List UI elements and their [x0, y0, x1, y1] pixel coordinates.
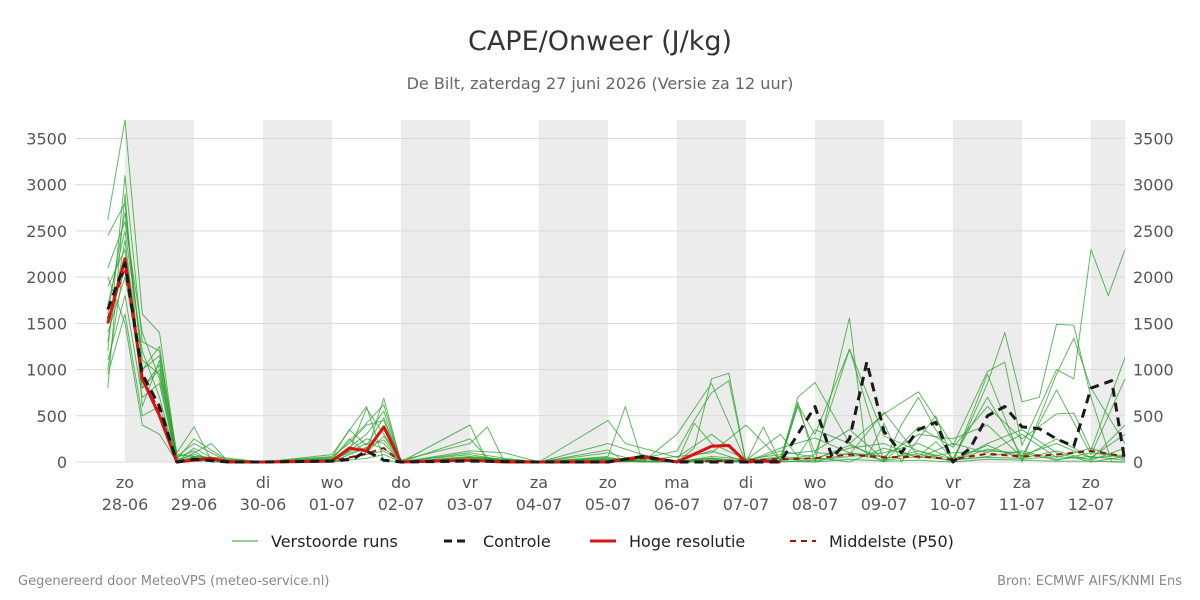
weekend-band-6 — [539, 120, 608, 462]
y-tick-left-3500: 3500 — [26, 129, 67, 148]
x-tick-day-1: ma — [181, 473, 206, 492]
x-tick-day-6: za — [530, 473, 548, 492]
x-tick-day-7: zo — [599, 473, 617, 492]
y-tick-right-500: 500 — [1133, 407, 1164, 426]
x-tick-date-5: 03-07 — [447, 495, 494, 514]
y-tick-right-1500: 1500 — [1133, 314, 1174, 333]
y-tick-right-3000: 3000 — [1133, 176, 1174, 195]
x-tick-date-14: 12-07 — [1068, 495, 1115, 514]
y-tick-right-2500: 2500 — [1133, 222, 1174, 241]
x-tick-date-6: 04-07 — [516, 495, 563, 514]
footer-left: Gegenereerd door MeteoVPS (meteo-service… — [18, 574, 329, 589]
member-line-4 — [107, 221, 1126, 463]
x-tick-date-12: 10-07 — [930, 495, 977, 514]
x-ticks: zo 28-06 ma 29-06 di 30-06 wo 01-07 do 02-07 vr 03-… — [102, 473, 1115, 514]
y-tick-left-0: 0 — [57, 453, 67, 472]
x-tick-day-12: vr — [945, 473, 961, 492]
x-tick-date-10: 08-07 — [792, 495, 839, 514]
y-tick-right-3500: 3500 — [1133, 129, 1174, 148]
y-tick-left-3000: 3000 — [26, 176, 67, 195]
x-tick-day-13: za — [1013, 473, 1031, 492]
x-tick-date-2: 30-06 — [240, 495, 287, 514]
x-tick-date-3: 01-07 — [309, 495, 356, 514]
x-tick-date-1: 29-06 — [171, 495, 218, 514]
x-tick-day-2: di — [256, 473, 271, 492]
y-tick-left-500: 500 — [36, 407, 67, 426]
x-tick-date-11: 09-07 — [861, 495, 908, 514]
y-tick-left-1500: 1500 — [26, 314, 67, 333]
y-tick-left-2500: 2500 — [26, 222, 67, 241]
y-tick-left-1000: 1000 — [26, 361, 67, 380]
legend: Verstoorde runs Controle Hoge resolutie … — [232, 532, 954, 551]
x-tick-date-4: 02-07 — [378, 495, 425, 514]
x-tick-day-10: wo — [804, 473, 827, 492]
weekend-band-14 — [1091, 120, 1125, 462]
x-tick-day-8: ma — [664, 473, 689, 492]
chart-subtitle: De Bilt, zaterdag 27 juni 2026 (Versie z… — [407, 74, 794, 93]
main-lines — [106, 257, 1127, 464]
y-ticks-right: 0 500 1000 1500 2000 2500 3000 3500 — [1133, 129, 1174, 472]
weekend-band-4 — [401, 120, 470, 462]
legend-members-label: Verstoorde runs — [271, 532, 398, 551]
control-line — [106, 261, 1127, 464]
y-tick-left-2000: 2000 — [26, 268, 67, 287]
x-tick-day-0: zo — [116, 473, 134, 492]
x-tick-day-11: do — [874, 473, 894, 492]
x-tick-date-9: 07-07 — [723, 495, 770, 514]
legend-control-label: Controle — [483, 532, 551, 551]
y-tick-right-0: 0 — [1133, 453, 1143, 472]
footer-right: Bron: ECMWF AIFS/KNMI Ens — [997, 574, 1182, 589]
x-tick-day-14: zo — [1082, 473, 1100, 492]
y-tick-right-1000: 1000 — [1133, 361, 1174, 380]
x-tick-date-8: 06-07 — [654, 495, 701, 514]
x-tick-day-9: di — [739, 473, 754, 492]
x-tick-day-4: do — [391, 473, 411, 492]
legend-median-label: Middelste (P50) — [829, 532, 954, 551]
x-tick-date-13: 11-07 — [999, 495, 1046, 514]
chart-title: CAPE/Onweer (J/kg) — [468, 26, 732, 57]
weekend-band-2 — [263, 120, 332, 462]
x-tick-day-3: wo — [321, 473, 344, 492]
y-ticks-left: 0 500 1000 1500 2000 2500 3000 3500 — [26, 129, 67, 472]
legend-highres-label: Hoge resolutie — [629, 532, 745, 551]
x-tick-date-7: 05-07 — [585, 495, 632, 514]
x-tick-date-0: 28-06 — [102, 495, 149, 514]
y-tick-right-2000: 2000 — [1133, 268, 1174, 287]
weekend-band-12 — [953, 120, 1022, 462]
x-tick-day-5: vr — [462, 473, 478, 492]
